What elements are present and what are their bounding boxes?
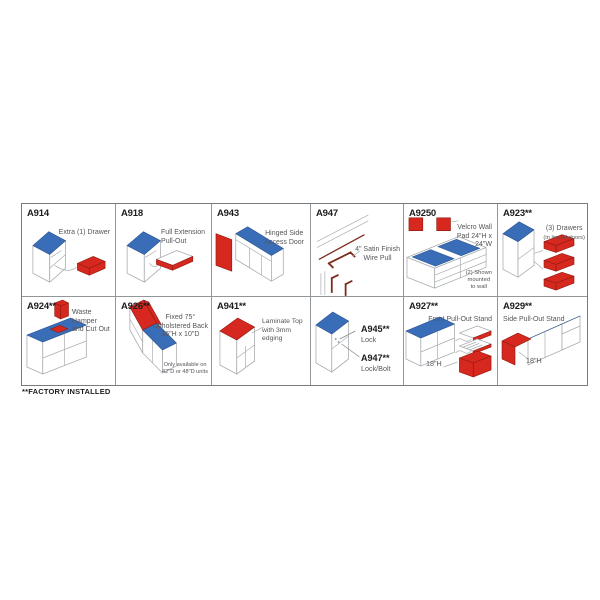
description-line: Laminate Top <box>262 318 303 325</box>
velcro-wall-pad-illustration <box>406 217 487 289</box>
part-number: A929** <box>503 301 532 312</box>
description: Lock/Bolt <box>361 364 391 373</box>
wire-pull-illustration <box>316 214 369 296</box>
description: Front Pull-Out Stand <box>428 316 492 325</box>
note-line: to wall <box>470 284 487 290</box>
description: Side Pull-Out Stand <box>503 316 564 325</box>
description-line: Wire Pull <box>363 254 392 262</box>
full-extension-pullout-illustration <box>126 231 194 283</box>
description-line: 24"W <box>475 241 492 249</box>
part-number: A945** <box>361 324 390 334</box>
lock-option-a947: A947** Lock/Bolt <box>361 353 391 373</box>
description: Hinged Side Access Door <box>264 230 304 247</box>
cell-a918: A918 Full Extension Pull-Out <box>116 204 212 297</box>
height-dimension: 18"H <box>526 356 542 365</box>
side-pullout-stand-illustration <box>501 315 581 366</box>
cell-locks: A945** Lock A947** Lock/Bolt <box>311 297 404 385</box>
front-pullout-stand-illustration <box>405 316 492 378</box>
options-grid: A914 Extra (1) Drawer A918 Full Extensio… <box>21 203 588 386</box>
part-number: A941** <box>217 301 246 312</box>
cell-a926: A926** Fixed 75° Upholstered Back 26"H x… <box>116 297 212 385</box>
part-number: A918 <box>121 208 143 219</box>
description: Lock <box>361 335 377 344</box>
description: Fixed 75° Upholstered Back 26"H x 10"D <box>153 314 208 340</box>
part-number: A947 <box>316 208 338 219</box>
cell-a924: A924** Waste Hamper and Cut Out <box>22 297 116 385</box>
description-line: 26"H x 10"D <box>161 331 200 339</box>
lock-illustration <box>315 311 360 373</box>
description-line: Side Pull-Out Stand <box>503 316 565 323</box>
part-number: A914 <box>27 208 49 219</box>
availability-note: Only available on 42"D or 48"D units <box>162 362 208 376</box>
factory-installed-footnote: **FACTORY INSTALLED <box>22 387 111 396</box>
waste-hamper-illustration <box>26 299 87 375</box>
note-line: 42"D or 48"D units <box>162 369 208 375</box>
description: Waste Hamper and Cut Out <box>72 309 110 335</box>
extra-drawer-illustration <box>32 231 106 283</box>
lock-option-a945: A945** Lock <box>361 324 390 344</box>
upholstered-back-illustration <box>129 299 177 374</box>
description-line: Hamper <box>72 317 97 325</box>
description-line: Pull-Out <box>161 237 187 245</box>
note-line: mounted <box>467 277 491 283</box>
description-line: Access Door <box>264 238 304 246</box>
description-line: and Cut Out <box>72 326 110 334</box>
cell-a923: A923** (3) Drawers (in lieu of doors) <box>498 204 587 297</box>
part-number: A923** <box>503 208 532 219</box>
description: Velcro Wall Pad 24"H x 24"W <box>457 224 492 250</box>
cell-a914: A914 Extra (1) Drawer <box>22 204 116 297</box>
part-number: A927** <box>409 301 438 312</box>
part-number: A9250 <box>409 208 436 219</box>
height-dimension: 18"H <box>426 359 442 368</box>
description-line: Velcro Wall <box>457 224 492 231</box>
part-number: A943 <box>217 208 239 219</box>
cell-a927: A927** Front Pull-Out Stand 18"H <box>404 297 498 385</box>
description-line: Upholstered Back <box>152 322 208 330</box>
description-line: Waste <box>72 309 92 316</box>
description-line: Full Extension <box>161 229 205 236</box>
cell-a943: A943 Hinged Side Access Door <box>212 204 311 297</box>
cell-a929: A929** Side Pull-Out Stand 18"H <box>498 297 587 385</box>
description: (3) Drawers (in lieu of doors) <box>543 225 585 242</box>
note-line: (2) Shown <box>465 270 492 276</box>
cell-a941: A941** Laminate Top with 3mm edging <box>212 297 311 385</box>
description-line: Hinged Side <box>265 230 304 237</box>
description-line: Pad 24"H x <box>456 232 492 240</box>
description: Full Extension Pull-Out <box>161 229 205 246</box>
cell-a9250: A9250 Velcro Wall Pad 24"H x 24"W (2) Sh… <box>404 204 498 297</box>
part-number: A924** <box>27 301 56 312</box>
three-drawers-illustration <box>502 221 575 291</box>
description-line: Extra (1) Drawer <box>58 229 110 236</box>
description: 4" Satin Finish Wire Pull <box>355 246 400 263</box>
hinged-side-access-door-illustration <box>215 226 284 282</box>
note-line: Only available on <box>163 362 207 368</box>
description-line: (3) Drawers <box>545 225 583 232</box>
cell-a947-wire-pull: A947 4" Satin Finish Wire Pull <box>311 204 404 297</box>
description-line: (in lieu of doors) <box>543 234 585 241</box>
mounting-note: (2) Shown mounted to wall <box>466 270 492 291</box>
description-line: Fixed 75° <box>165 314 196 321</box>
part-number: A947** <box>361 353 390 363</box>
description: Extra (1) Drawer <box>59 229 110 238</box>
description-line: 4" Satin Finish <box>355 246 400 253</box>
part-number: A926** <box>121 301 150 312</box>
laminate-top-illustration <box>219 317 264 375</box>
description: Laminate Top with 3mm edging <box>262 318 308 344</box>
description-line: with 3mm edging <box>262 326 292 343</box>
description-line: Front Pull-Out Stand <box>428 316 492 323</box>
